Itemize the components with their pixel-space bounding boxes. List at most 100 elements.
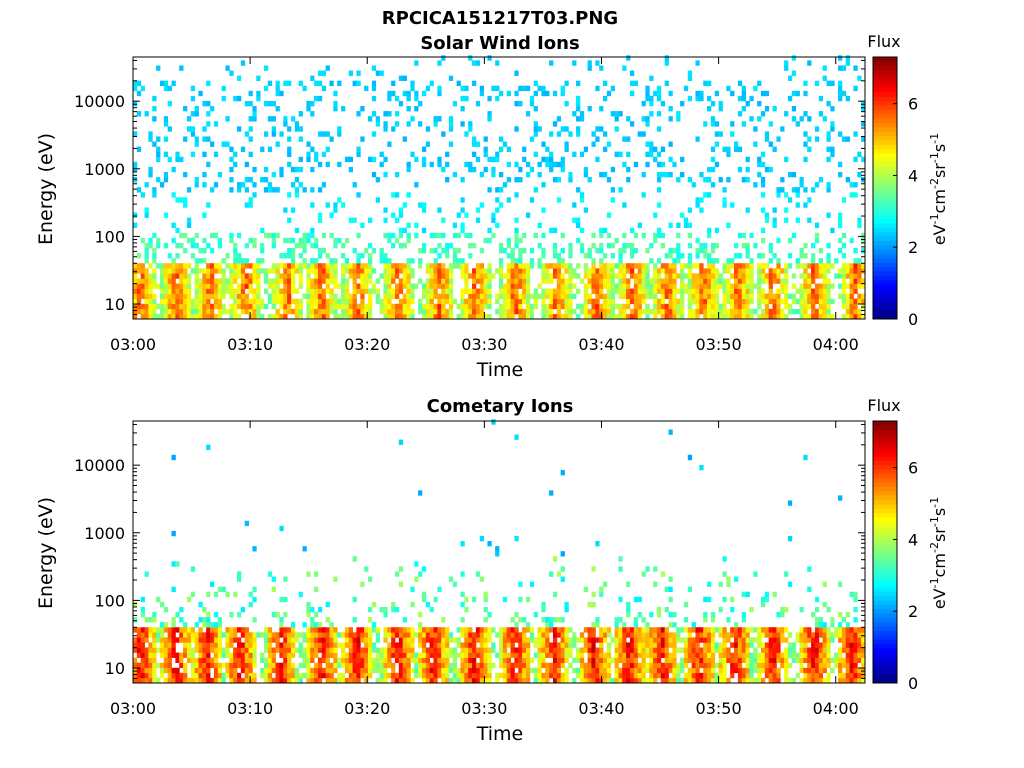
flux-cell [749, 313, 754, 320]
flux-cell [722, 303, 727, 310]
flux-cell [383, 156, 388, 163]
flux-cell [314, 80, 319, 87]
flux-cell [861, 268, 866, 274]
flux-cell [853, 258, 858, 264]
flux-cell [514, 288, 519, 294]
flux-cell [360, 293, 365, 300]
flux-cell [225, 632, 230, 638]
flux-cell [591, 632, 596, 638]
flux-cell [618, 657, 623, 664]
flux-cell [479, 667, 484, 674]
flux-cell [668, 90, 673, 97]
flux-cell [368, 652, 373, 658]
flux-cell [441, 647, 446, 653]
flux-cell [283, 207, 288, 213]
flux-cell [660, 232, 666, 239]
flux-cell [167, 283, 172, 289]
flux-cell [468, 637, 473, 643]
flux-cell [468, 242, 473, 249]
flux-cell [252, 657, 257, 664]
flux-cell [294, 288, 300, 294]
flux-cell [487, 662, 492, 669]
flux-cell [263, 667, 269, 674]
flux-cell [676, 662, 681, 669]
colorbar-tick-label: 6 [908, 95, 918, 114]
flux-cell [306, 303, 311, 310]
flux-cell [529, 100, 535, 107]
flux-cell [418, 298, 423, 305]
flux-cell [510, 303, 515, 310]
flux-cell [614, 677, 619, 684]
flux-cell [522, 672, 527, 679]
flux-cell [707, 672, 712, 679]
flux-cell [560, 273, 565, 279]
flux-cell [857, 263, 862, 269]
flux-cell [560, 647, 565, 653]
flux-cell [549, 490, 554, 496]
flux-cell [133, 212, 138, 218]
flux-cell [167, 662, 172, 669]
flux-cell [645, 637, 650, 643]
flux-cell [133, 657, 138, 664]
flux-cell [263, 677, 269, 684]
flux-cell [356, 192, 361, 198]
flux-cell [406, 192, 411, 198]
flux-cell [210, 642, 215, 648]
flux-cell [287, 647, 292, 653]
flux-cell [213, 263, 219, 269]
flux-cell [626, 136, 631, 142]
flux-cell [541, 298, 546, 305]
flux-cell [391, 268, 396, 274]
flux-cell [510, 637, 515, 643]
flux-cell [375, 667, 380, 674]
flux-cell [857, 151, 862, 158]
flux-cell [710, 662, 716, 669]
flux-cell [348, 303, 353, 310]
flux-cell [229, 677, 234, 684]
flux-cell [287, 672, 292, 679]
flux-cell [394, 171, 400, 178]
flux-cell [591, 677, 596, 684]
flux-cell [333, 237, 338, 244]
flux-cell [202, 248, 207, 254]
flux-cell [722, 298, 727, 305]
flux-cell [418, 100, 423, 107]
flux-cell [306, 652, 311, 658]
flux-cell [707, 278, 712, 284]
flux-cell [148, 288, 153, 294]
flux-cell [757, 303, 762, 310]
flux-cell [556, 303, 562, 310]
flux-cell [294, 677, 300, 684]
flux-cell [710, 627, 716, 633]
flux-cell [360, 303, 365, 310]
flux-cell [186, 263, 192, 269]
flux-cell [152, 647, 157, 653]
flux-cell [641, 647, 646, 653]
flux-cell [514, 278, 519, 284]
flux-cell [695, 647, 700, 653]
flux-cell [653, 308, 658, 315]
flux-cell [379, 308, 384, 315]
flux-cell [730, 303, 735, 310]
flux-cell [237, 253, 242, 259]
flux-cell [618, 258, 623, 264]
flux-cell [175, 227, 180, 234]
flux-cell [714, 242, 719, 249]
flux-cell [791, 55, 797, 61]
flux-cell [429, 80, 434, 87]
flux-cell [656, 283, 662, 289]
flux-cell [368, 647, 373, 653]
flux-cell [656, 632, 662, 638]
flux-cell [683, 662, 689, 669]
flux-cell [699, 298, 704, 305]
flux-cell [144, 637, 149, 643]
flux-cell [152, 293, 157, 300]
flux-cell [391, 601, 396, 608]
flux-cell [464, 642, 469, 648]
colorbar-segment [873, 301, 897, 307]
flux-cell [437, 253, 442, 259]
flux-cell [183, 652, 188, 658]
flux-cell [772, 652, 777, 658]
flux-cell [514, 647, 519, 653]
flux-cell [402, 308, 407, 315]
